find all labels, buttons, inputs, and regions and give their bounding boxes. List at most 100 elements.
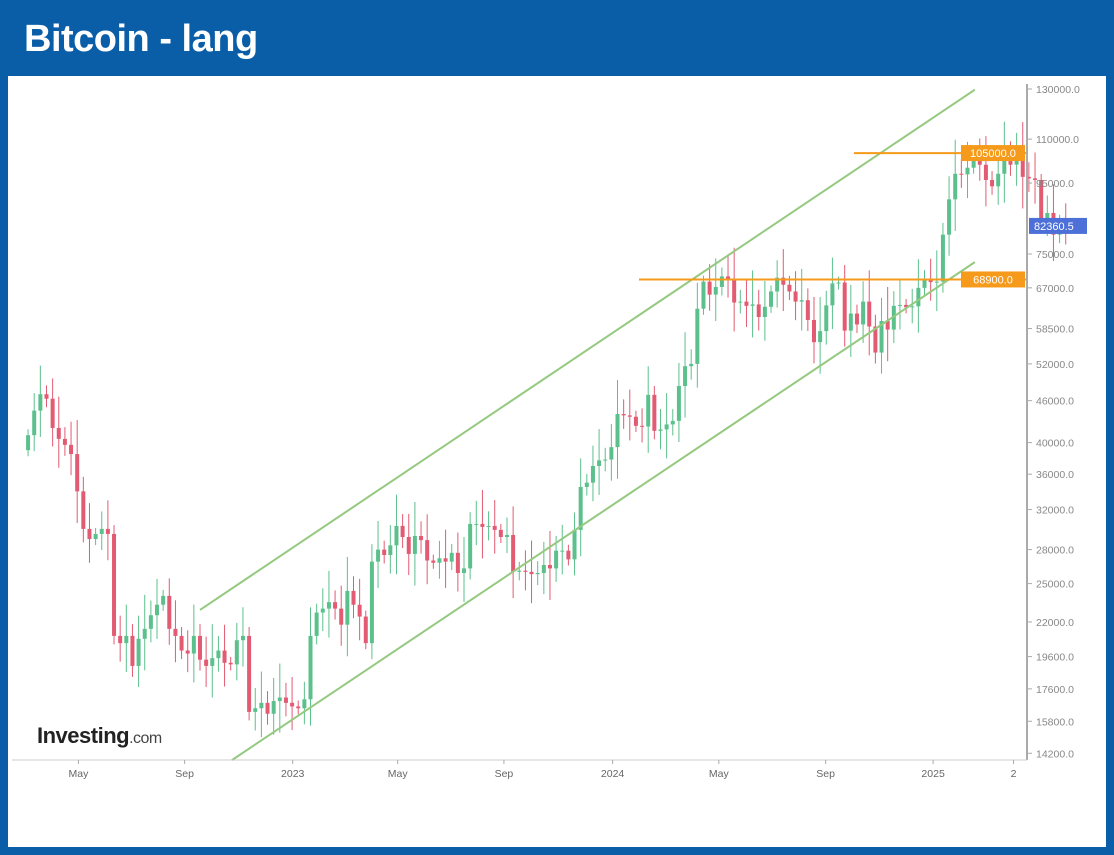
- candle-body: [504, 534, 509, 538]
- candle: [959, 159, 964, 188]
- level-price-tag: [961, 271, 1025, 288]
- candle: [320, 588, 325, 632]
- candle: [124, 604, 129, 673]
- y-tick-label: 52000.0: [1036, 359, 1074, 371]
- candle: [996, 153, 1001, 205]
- candle-body: [296, 706, 301, 709]
- candle: [155, 578, 160, 639]
- candle: [474, 500, 479, 546]
- candle-body: [885, 320, 890, 330]
- candle-body: [265, 702, 270, 714]
- candle-body: [277, 697, 282, 702]
- candle-body: [124, 635, 129, 644]
- candle-body: [222, 650, 227, 663]
- candle: [351, 576, 356, 619]
- candle: [462, 537, 467, 602]
- candle-body: [922, 279, 927, 288]
- candle-body: [93, 533, 98, 540]
- candle-body: [50, 398, 55, 428]
- candle: [744, 278, 749, 327]
- candle-body: [842, 282, 847, 331]
- candle: [56, 396, 61, 468]
- candle-body: [996, 173, 1001, 187]
- candle-body: [406, 537, 411, 554]
- candle: [234, 622, 239, 681]
- candle-body: [769, 291, 774, 307]
- candle: [652, 385, 657, 440]
- candle-body: [62, 438, 67, 445]
- candle: [259, 671, 264, 738]
- candle: [191, 604, 196, 683]
- candle-body: [541, 564, 546, 573]
- x-tick-label: 2025: [921, 768, 945, 780]
- candle-body: [830, 283, 835, 306]
- candle: [646, 366, 651, 453]
- candle-body: [658, 429, 663, 431]
- candle: [437, 540, 442, 579]
- candle: [283, 682, 288, 717]
- candle-body: [566, 550, 571, 560]
- candle: [62, 427, 67, 456]
- candle: [504, 517, 509, 554]
- candle: [50, 378, 55, 447]
- candle-body: [529, 571, 534, 575]
- candle: [633, 410, 638, 432]
- candle-body: [848, 313, 853, 331]
- candle: [523, 550, 528, 591]
- candle-body: [603, 459, 608, 461]
- candle: [1020, 121, 1025, 209]
- candle-body: [105, 528, 110, 534]
- candle-body: [799, 300, 804, 302]
- last-price-tag: [1029, 217, 1087, 234]
- candle: [1002, 121, 1007, 203]
- candle: [345, 556, 350, 657]
- candle: [940, 222, 945, 293]
- y-tick-label: 130000.0: [1036, 84, 1080, 96]
- candle: [842, 265, 847, 347]
- level-price-label: 105000.0: [970, 148, 1016, 160]
- candle: [615, 380, 620, 479]
- y-tick-label: 15800.0: [1036, 716, 1074, 728]
- candle: [240, 607, 245, 667]
- candle-body: [836, 282, 841, 284]
- candle: [290, 676, 295, 731]
- candle-body: [646, 394, 651, 427]
- candle: [326, 570, 331, 638]
- candle-body: [449, 552, 454, 562]
- candle-body: [584, 482, 589, 487]
- candle: [167, 578, 172, 645]
- level-price-tag: [961, 145, 1025, 162]
- candle: [897, 279, 902, 330]
- candle: [1033, 152, 1038, 204]
- y-tick-label: 36000.0: [1036, 469, 1074, 481]
- candle-body: [443, 558, 448, 562]
- candle: [197, 624, 202, 671]
- candle-body: [142, 628, 147, 639]
- candle-body: [136, 638, 141, 666]
- candle: [369, 544, 374, 660]
- candle-body: [271, 701, 276, 714]
- candle-body: [99, 528, 104, 534]
- candle: [302, 681, 307, 725]
- candle: [253, 687, 258, 731]
- candle: [185, 630, 190, 673]
- candle: [1026, 162, 1031, 192]
- candle: [676, 362, 681, 443]
- candle: [664, 393, 669, 459]
- candle-body: [627, 415, 632, 417]
- candle: [431, 554, 436, 569]
- candle-body: [87, 528, 92, 540]
- candle-body: [793, 291, 798, 302]
- candle: [376, 521, 381, 588]
- y-tick-label: 110000.0: [1036, 134, 1079, 146]
- candle: [683, 332, 688, 418]
- candle-body: [400, 525, 405, 538]
- candle-body: [345, 590, 350, 625]
- candle-body: [247, 635, 252, 712]
- logo-brand: Investing: [37, 723, 130, 748]
- candle: [609, 424, 614, 481]
- candle-body: [517, 570, 522, 572]
- candle: [597, 429, 602, 495]
- candles: [26, 121, 1068, 738]
